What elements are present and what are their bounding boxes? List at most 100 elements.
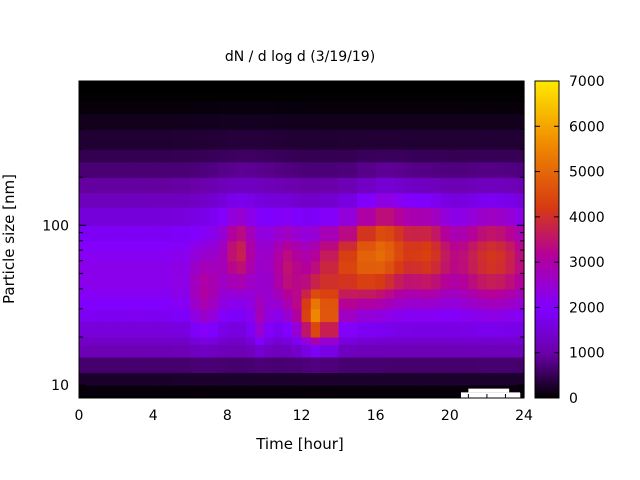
- heatmap-cell: [310, 207, 321, 226]
- heatmap-cell: [301, 225, 312, 242]
- heatmap-cell: [496, 356, 507, 374]
- missing-data-patch: [460, 392, 521, 398]
- heatmap-cell: [394, 260, 405, 274]
- heatmap-cell: [496, 240, 507, 251]
- heatmap-cell: [459, 81, 469, 91]
- heatmap-cell: [375, 161, 386, 178]
- heatmap-cell: [208, 240, 219, 251]
- heatmap-cell: [338, 298, 358, 310]
- heatmap-cell: [422, 273, 432, 290]
- colorbar-tick-label: 5000: [569, 165, 605, 181]
- heatmap-cell: [264, 356, 275, 374]
- heatmap-cell: [320, 336, 340, 345]
- heatmap-cell: [292, 81, 303, 91]
- heatmap-cell: [505, 113, 516, 130]
- colorbar-axis: 0 1000 2000 3000 4000 5000 6000 7000: [535, 74, 605, 407]
- heatmap-cell: [394, 90, 405, 102]
- heatmap-cell: [496, 298, 507, 310]
- heatmap-cell: [338, 260, 358, 274]
- x-tick-label: 4: [149, 408, 158, 424]
- heatmap-cell: [301, 336, 312, 345]
- heatmap-cell: [384, 273, 395, 290]
- heatmap-cell: [273, 192, 284, 208]
- heatmap-cell: [199, 192, 210, 208]
- heatmap-cell: [384, 113, 395, 130]
- heatmap-cell: [320, 177, 340, 194]
- heatmap-cell: [496, 308, 507, 323]
- heatmap-cell: [245, 336, 256, 345]
- heatmap-cell: [236, 90, 247, 102]
- heatmap-cell: [505, 344, 516, 358]
- heatmap-cell: [394, 273, 405, 290]
- heatmap-cell: [431, 240, 442, 251]
- heatmap-cell: [79, 250, 99, 262]
- heatmap-cell: [514, 129, 525, 150]
- heatmap-cell: [477, 149, 488, 163]
- heatmap-cell: [338, 81, 358, 91]
- heatmap-cell: [171, 288, 191, 299]
- heatmap-cell: [496, 336, 507, 345]
- heatmap-cell: [97, 321, 117, 338]
- heatmap-cell: [255, 113, 266, 130]
- heatmap-cell: [236, 321, 247, 338]
- heatmap-cell: [486, 260, 497, 274]
- heatmap-cell: [394, 129, 405, 150]
- heatmap-cell: [468, 260, 479, 274]
- heatmap-cell: [412, 207, 423, 226]
- heatmap-cell: [486, 288, 497, 299]
- heatmap-cell: [264, 372, 275, 386]
- heatmap-cell: [384, 129, 395, 150]
- heatmap-cell: [79, 149, 99, 163]
- heatmap-cell: [310, 356, 321, 374]
- heatmap-cell: [496, 100, 507, 115]
- heatmap-cell: [403, 240, 414, 251]
- heatmap-cell: [227, 298, 238, 310]
- heatmap-cell: [449, 192, 460, 208]
- heatmap-cell: [394, 113, 405, 130]
- heatmap-cell: [134, 344, 154, 358]
- heatmap-cell: [264, 344, 275, 358]
- heatmap-cell: [153, 298, 173, 310]
- heatmap-cell: [282, 250, 293, 262]
- heatmap-cell: [403, 273, 414, 290]
- heatmap-cell: [264, 149, 275, 163]
- colorbar-tick-label: 3000: [569, 255, 605, 271]
- heatmap-cell: [431, 308, 442, 323]
- heatmap-cell: [496, 344, 507, 358]
- colorbar-tick-label: 2000: [569, 300, 605, 316]
- heatmap-cell: [384, 240, 395, 251]
- heatmap-cell: [97, 260, 117, 274]
- heatmap-cell: [116, 298, 136, 310]
- heatmap-cell: [505, 177, 516, 194]
- heatmap-cell: [496, 90, 507, 102]
- heatmap-cell: [468, 356, 479, 374]
- heatmap-cell: [505, 81, 516, 91]
- heatmap-cell: [384, 225, 395, 242]
- heatmap-cell: [403, 225, 414, 242]
- heatmap-cell: [282, 149, 293, 163]
- heatmap-cell: [310, 90, 321, 102]
- heatmap-cell: [496, 225, 507, 242]
- heatmap-cell: [116, 90, 136, 102]
- heatmap-cell: [273, 260, 284, 274]
- heatmap-cell: [394, 81, 405, 91]
- heatmap-cell: [255, 250, 266, 262]
- heatmap-cell: [514, 100, 525, 115]
- heatmap-cell: [477, 356, 488, 374]
- heatmap-cell: [97, 344, 117, 358]
- heatmap-cell: [199, 225, 210, 242]
- heatmap-cell: [301, 207, 312, 226]
- heatmap-cell: [79, 81, 99, 91]
- heatmap-cell: [171, 336, 191, 345]
- heatmap-cell: [171, 250, 191, 262]
- heatmap-cell: [477, 81, 488, 91]
- heatmap-cell: [338, 308, 358, 323]
- heatmap-cell: [208, 385, 219, 397]
- heatmap-cell: [431, 225, 442, 242]
- heatmap-cell: [384, 308, 395, 323]
- heatmap-cell: [440, 100, 451, 115]
- heatmap-cell: [264, 321, 275, 338]
- heatmap-cell: [264, 273, 275, 290]
- heatmap-cell: [422, 149, 432, 163]
- heatmap-cell: [394, 308, 405, 323]
